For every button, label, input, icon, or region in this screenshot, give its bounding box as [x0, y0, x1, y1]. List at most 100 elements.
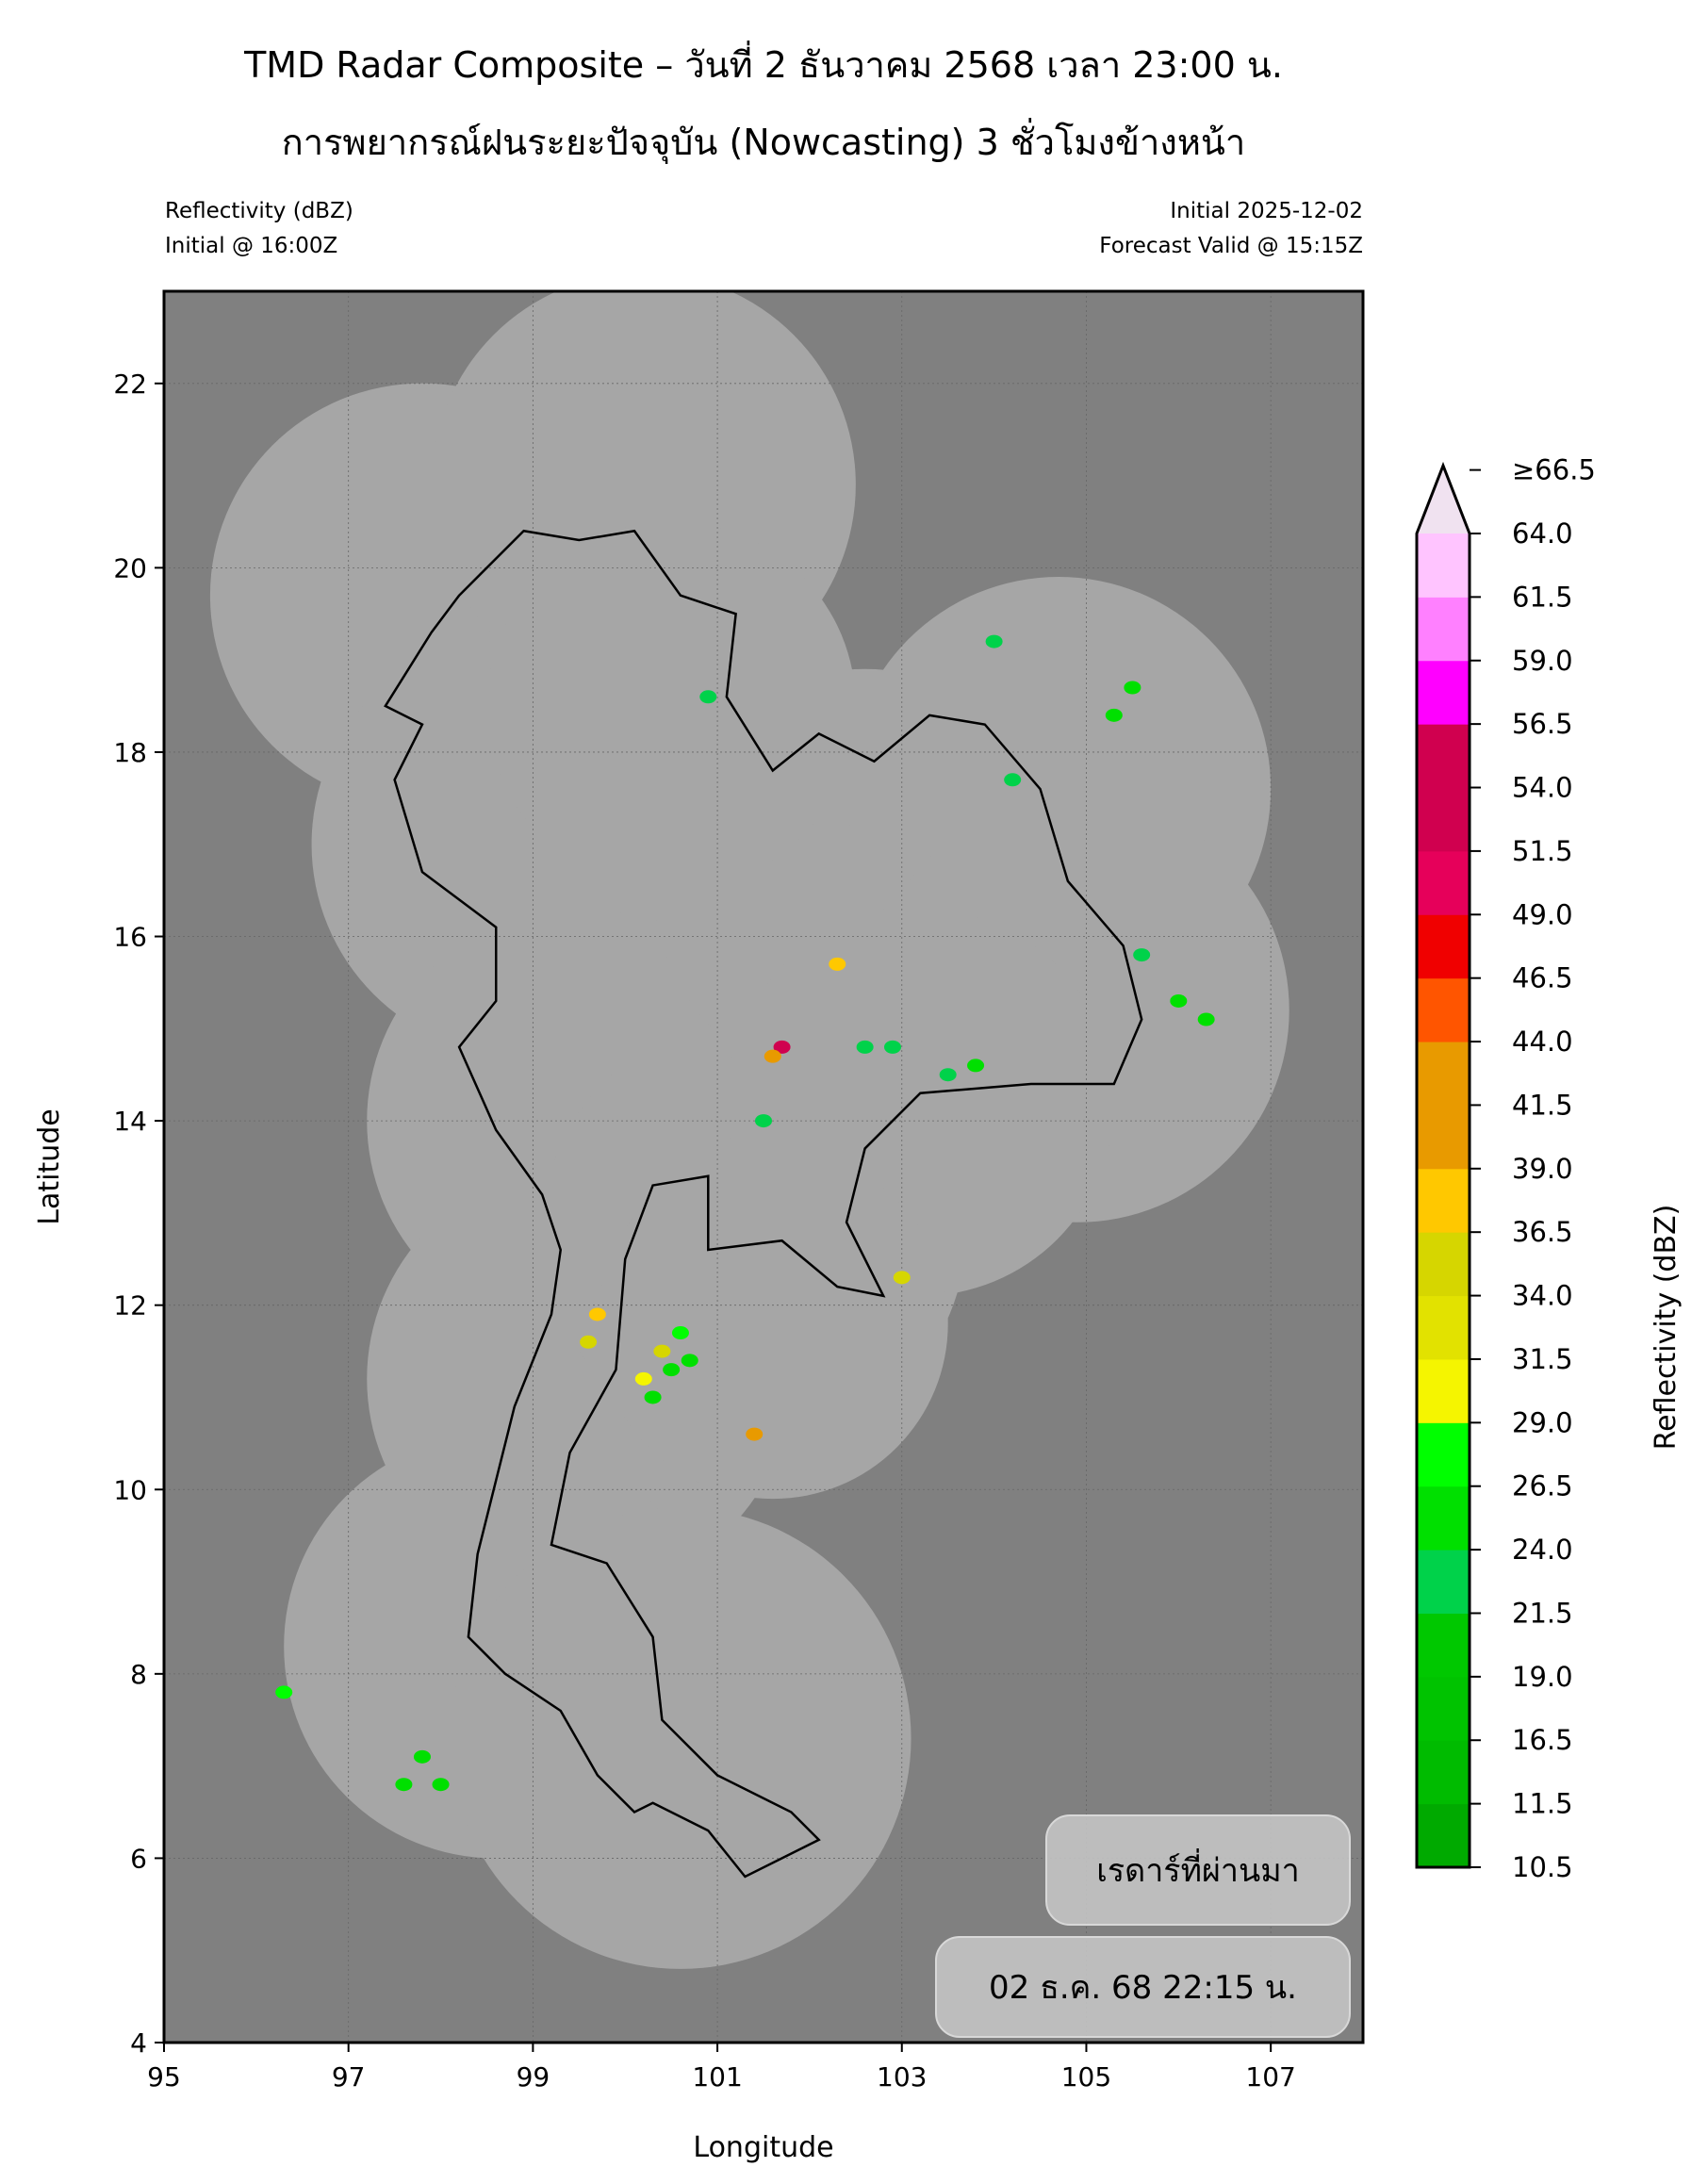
- colorbar-segment: [1417, 1295, 1470, 1360]
- radar-echo: [275, 1685, 293, 1699]
- colorbar-tick-label: 31.5: [1512, 1343, 1573, 1375]
- radar-echo: [829, 957, 846, 971]
- colorbar: 10.5 11.5 16.5 19.0 21.5 24.0 26.5 29.0 31.5 34.0…: [1415, 454, 1596, 1883]
- past-radar-label: เรดาร์ที่ผ่านมา: [1045, 1814, 1351, 1926]
- y-tick-label: 10: [113, 1474, 147, 1505]
- x-tick-label: 95: [147, 2061, 181, 2093]
- colorbar-segment: [1417, 787, 1470, 852]
- y-tick-label: 22: [113, 369, 147, 400]
- radar-echo: [1004, 773, 1022, 787]
- left-annotation: Reflectivity (dBZ) Initial @ 16:00Z: [165, 194, 353, 264]
- colorbar-tick-label: 54.0: [1512, 772, 1573, 804]
- colorbar-segment: [1417, 977, 1470, 1042]
- radar-echo: [939, 1068, 957, 1082]
- colorbar-tick-label: 21.5: [1512, 1597, 1573, 1629]
- chart-title: TMD Radar Composite – วันที่ 2 ธันวาคม 2…: [244, 44, 1283, 86]
- colorbar-segment: [1417, 1550, 1470, 1614]
- x-tick-label: 105: [1061, 2061, 1111, 2093]
- axes: 95 97 99 101 103 105 107 4 6 8 10 12 14 16 18 20 22: [113, 369, 1296, 2093]
- colorbar-segment: [1417, 1803, 1470, 1868]
- colorbar-segment: [1417, 1232, 1470, 1297]
- colorbar-segment: [1417, 914, 1470, 979]
- colorbar-tick-label: 41.5: [1512, 1089, 1573, 1121]
- initial-date: Initial 2025-12-02: [1170, 199, 1363, 223]
- colorbar-extend-arrow: [1417, 466, 1470, 533]
- colorbar-tick-label: 36.5: [1512, 1216, 1573, 1248]
- radar-echo: [681, 1354, 698, 1368]
- radar-coverage: [597, 1148, 948, 1500]
- colorbar-segment: [1417, 1676, 1470, 1741]
- chart-subtitle: การพยากรณ์ฝนระยะปัจจุบัน (Nowcasting) 3 …: [281, 122, 1246, 163]
- y-tick-label: 8: [130, 1659, 147, 1690]
- x-tick-label: 97: [332, 2061, 366, 2093]
- x-axis-label: Longitude: [693, 2131, 833, 2164]
- colorbar-segment: [1417, 850, 1470, 915]
- colorbar-segment: [1417, 533, 1470, 598]
- colorbar-tick-label: 26.5: [1512, 1470, 1573, 1502]
- colorbar-tick-label: 56.5: [1512, 708, 1573, 740]
- colorbar-tick-label: 11.5: [1512, 1788, 1573, 1820]
- y-tick-label: 20: [113, 552, 147, 583]
- radar-echo: [395, 1778, 413, 1792]
- plot-frame: [162, 289, 1365, 2044]
- colorbar-segment: [1417, 1422, 1470, 1487]
- colorbar-tick-label: ≥66.5: [1512, 454, 1596, 486]
- radar-echo: [1170, 993, 1188, 1008]
- colorbar-segment: [1417, 1358, 1470, 1423]
- radar-echo: [856, 1040, 874, 1054]
- colorbar-tick-label: 16.5: [1512, 1724, 1573, 1756]
- colorbar-tick-label: 49.0: [1512, 898, 1573, 930]
- colorbar-segment: [1417, 1613, 1470, 1678]
- colorbar-tick-label: 10.5: [1512, 1851, 1573, 1883]
- x-tick-label: 103: [877, 2061, 927, 2093]
- colorbar-outline: [1415, 461, 1471, 1869]
- radar-echo: [1124, 681, 1141, 695]
- colorbar-tick-label: 19.0: [1512, 1661, 1573, 1693]
- radar-echo: [773, 1040, 791, 1054]
- x-tick-label: 107: [1245, 2061, 1295, 2093]
- y-tick-label: 6: [130, 1843, 147, 1874]
- colorbar-label: Reflectivity (dBZ): [1650, 1205, 1683, 1451]
- radar-echo: [588, 1307, 606, 1321]
- y-tick-label: 14: [113, 1106, 147, 1137]
- radar-echo: [746, 1427, 764, 1441]
- radar-coverage: [486, 521, 856, 891]
- radar-echo: [967, 1059, 985, 1073]
- radar-echo: [893, 1271, 911, 1285]
- colorbar-tick-label: 29.0: [1512, 1406, 1573, 1438]
- y-tick-label: 18: [113, 737, 147, 768]
- radar-echo: [1197, 1012, 1215, 1026]
- colorbar-tick-label: 64.0: [1512, 517, 1573, 550]
- y-axis-label: Latitude: [33, 1108, 66, 1224]
- colorbar-tick-label: 59.0: [1512, 645, 1573, 677]
- initial-time: Initial @ 16:00Z: [165, 234, 338, 258]
- y-tick-label: 16: [113, 922, 147, 953]
- radar-echo: [671, 1326, 689, 1340]
- radar-echo: [985, 634, 1003, 648]
- radar-echo: [883, 1040, 901, 1054]
- y-tick-label: 12: [113, 1290, 147, 1321]
- colorbar-segment: [1417, 1168, 1470, 1233]
- colorbar-tick-label: 61.5: [1512, 581, 1573, 613]
- colorbar-segment: [1417, 1105, 1470, 1170]
- radar-echo: [764, 1049, 781, 1063]
- radar-echo: [663, 1363, 681, 1377]
- colorbar-tick-label: 24.0: [1512, 1534, 1573, 1566]
- colorbar-segment: [1417, 1740, 1470, 1805]
- colorbar-segment: [1417, 724, 1470, 789]
- field-label: Reflectivity (dBZ): [165, 199, 353, 223]
- forecast-valid: Forecast Valid @ 15:15Z: [1099, 234, 1363, 258]
- colorbar-segment: [1417, 660, 1470, 725]
- radar-echo: [644, 1390, 662, 1404]
- x-tick-label: 101: [692, 2061, 742, 2093]
- y-tick-label: 4: [130, 2027, 147, 2059]
- radar-echo: [432, 1778, 450, 1792]
- radar-echo: [1105, 708, 1123, 722]
- colorbar-segment: [1417, 597, 1470, 662]
- radar-time-label: 02 ธ.ค. 68 22:15 น.: [935, 1936, 1351, 2038]
- colorbar-tick-label: 46.5: [1512, 962, 1573, 994]
- x-tick-label: 99: [517, 2061, 550, 2093]
- map-area: [164, 291, 1363, 2043]
- colorbar-tick-label: 44.0: [1512, 1026, 1573, 1058]
